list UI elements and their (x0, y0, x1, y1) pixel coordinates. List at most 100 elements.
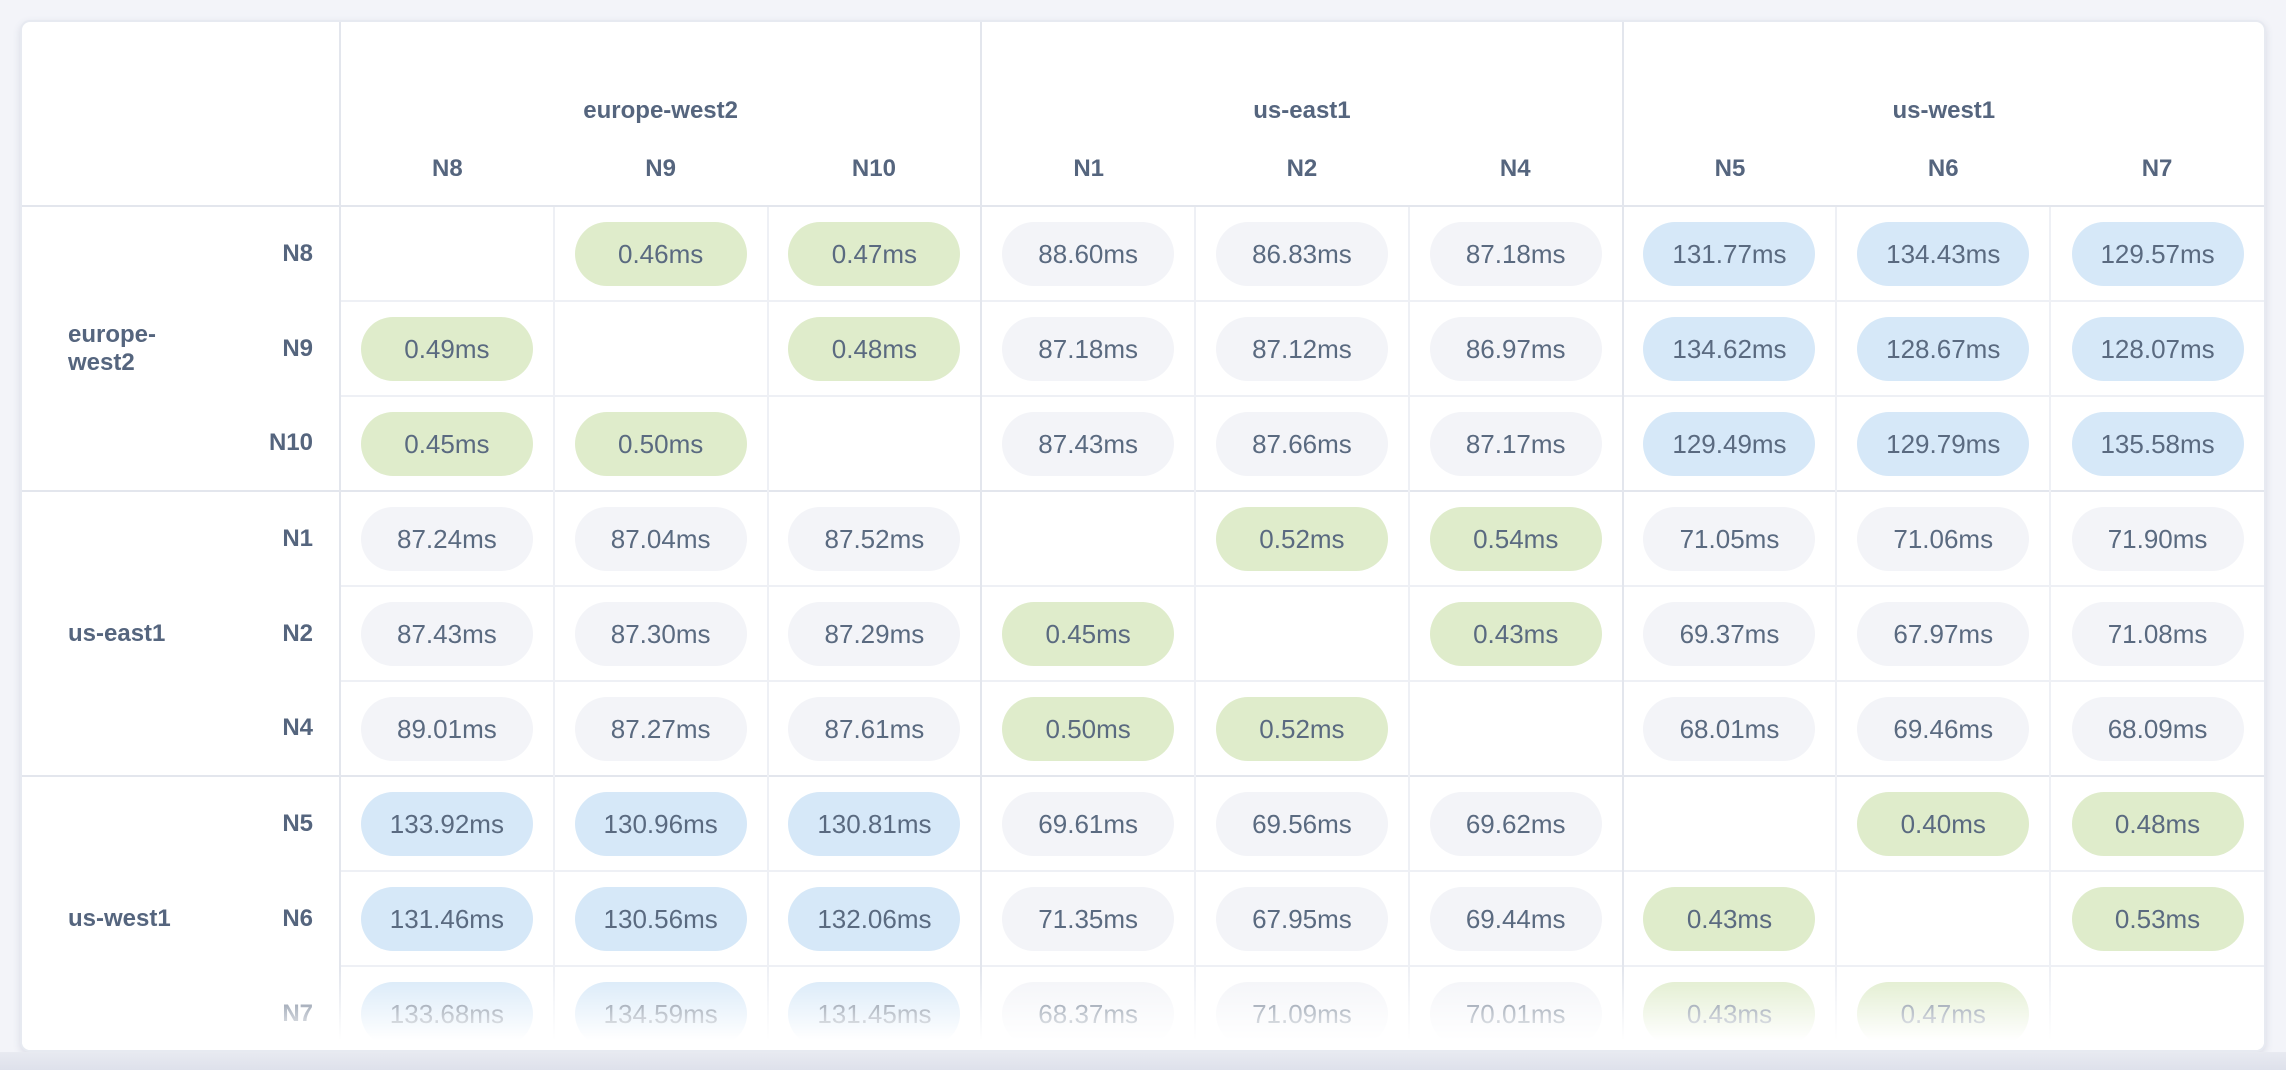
latency-pill: 89.01ms (360, 696, 533, 761)
latency-cell-N7-N8: 133.68ms (340, 965, 555, 1050)
latency-cell-N10-N5: 129.49ms (1622, 395, 1838, 491)
latency-pill: 87.52ms (788, 506, 961, 571)
latency-cell-N2-N7: 71.08ms (2050, 585, 2264, 681)
latency-pill: 87.61ms (788, 696, 961, 761)
latency-pill: 131.46ms (360, 886, 533, 951)
row-group-label-us-east1: us-east1 (22, 490, 220, 776)
latency-pill: 71.05ms (1643, 506, 1816, 571)
row-header-N6: N6 (220, 871, 341, 966)
latency-cell-N4-N10: 87.61ms (767, 680, 983, 776)
latency-pill: 129.79ms (1857, 411, 2030, 476)
latency-cell-N4-N6: 69.46ms (1836, 680, 2052, 776)
latency-cell-N10-N8: 0.45ms (340, 395, 555, 491)
latency-cell-N6-N4: 69.44ms (1408, 870, 1624, 966)
latency-pill: 131.77ms (1643, 221, 1816, 286)
latency-cell-N7-N10: 131.45ms (767, 965, 983, 1050)
latency-cell-N4-N8: 89.01ms (340, 680, 555, 776)
latency-cell-N6-N5: 0.43ms (1622, 870, 1838, 966)
latency-pill: 69.61ms (1002, 791, 1175, 856)
latency-cell-N5-N9: 130.96ms (553, 775, 769, 871)
latency-pill: 131.45ms (788, 982, 961, 1046)
latency-pill: 87.29ms (788, 601, 961, 666)
latency-cell-N9-N8: 0.49ms (340, 300, 555, 396)
table-row: N7 133.68ms 134.59ms 131.45ms 68.37ms 71.09ms… (22, 965, 2264, 1050)
table-row: N2 87.43ms 87.30ms 87.29ms 0.45ms 0.43ms 69.37… (22, 585, 2264, 681)
latency-pill: 0.54ms (1429, 506, 1602, 571)
column-header-N9: N9 (553, 133, 768, 207)
latency-pill: 0.46ms (574, 221, 747, 286)
latency-pill: 0.43ms (1429, 601, 1602, 666)
latency-cell-N4-N1: 0.50ms (981, 680, 1197, 776)
latency-cell-N8-N7: 129.57ms (2050, 206, 2264, 301)
latency-pill: 86.83ms (1215, 221, 1388, 286)
latency-pill: 0.45ms (1002, 601, 1175, 666)
latency-pill: 88.60ms (1002, 221, 1175, 286)
row-group-label-us-west1: us-west1 (22, 775, 220, 1050)
latency-cell-N9-N4: 86.97ms (1408, 300, 1624, 396)
latency-pill: 134.43ms (1857, 221, 2030, 286)
latency-pill: 133.92ms (360, 791, 533, 856)
column-header-N6: N6 (1836, 133, 2051, 207)
row-header-N2: N2 (220, 586, 341, 681)
table-row: us-west1 N5 133.92ms 130.96ms 130.81ms 69.61m… (22, 775, 2264, 1050)
column-header-N1: N1 (981, 133, 1196, 207)
latency-cell-N9-N9 (553, 300, 769, 396)
column-header-N7: N7 (2050, 133, 2264, 207)
row-header-N9: N9 (220, 301, 341, 396)
latency-pill: 87.04ms (574, 506, 747, 571)
latency-pill: 71.90ms (2071, 506, 2244, 571)
latency-pill: 68.37ms (1002, 982, 1175, 1046)
latency-cell-N10-N1: 87.43ms (981, 395, 1197, 491)
latency-pill: 134.59ms (574, 982, 747, 1046)
latency-pill: 68.01ms (1643, 696, 1816, 761)
latency-pill: 0.45ms (360, 411, 533, 476)
latency-cell-N2-N4: 0.43ms (1408, 585, 1624, 681)
latency-cell-N5-N5 (1622, 775, 1838, 871)
row-header-N4: N4 (220, 681, 341, 776)
column-group-us-west1: us-west1 (1892, 97, 1996, 124)
latency-cell-N7-N6: 0.47ms (1836, 965, 2052, 1050)
table-row: N4 89.01ms 87.27ms 87.61ms 0.50ms 0.52ms 68.01… (22, 680, 2264, 776)
latency-cell-N4-N2: 0.52ms (1195, 680, 1410, 776)
latency-pill: 87.24ms (360, 506, 533, 571)
latency-pill: 0.50ms (574, 411, 747, 476)
latency-pill: 87.18ms (1429, 221, 1602, 286)
row-header-N10: N10 (220, 396, 341, 491)
latency-pill: 87.43ms (360, 601, 533, 666)
latency-pill: 71.09ms (1215, 982, 1388, 1046)
table-row: us-east1 N1 87.24ms 87.04ms 87.52ms 0.52ms 0.5… (22, 490, 2264, 776)
latency-pill: 87.12ms (1215, 316, 1388, 381)
latency-cell-N5-N7: 0.48ms (2050, 775, 2264, 871)
latency-cell-N4-N4 (1408, 680, 1624, 776)
latency-cell-N10-N6: 129.79ms (1836, 395, 2052, 491)
latency-pill: 130.81ms (788, 791, 961, 856)
row-group-label-europe-west2: europe-west2 (68, 320, 157, 376)
latency-cell-N9-N10: 0.48ms (767, 300, 983, 396)
latency-cell-N4-N7: 68.09ms (2050, 680, 2264, 776)
latency-pill: 0.49ms (360, 316, 533, 381)
latency-cell-N2-N2 (1195, 585, 1410, 681)
latency-pill: 130.56ms (574, 886, 747, 951)
latency-cell-N8-N6: 134.43ms (1836, 206, 2052, 301)
latency-pill: 0.52ms (1215, 696, 1388, 761)
latency-pill: 133.68ms (360, 982, 533, 1046)
latency-pill: 0.47ms (1857, 982, 2030, 1046)
latency-pill: 0.40ms (1857, 791, 2030, 856)
latency-cell-N5-N1: 69.61ms (981, 775, 1197, 871)
latency-pill: 67.95ms (1215, 886, 1388, 951)
latency-cell-N6-N1: 71.35ms (981, 870, 1197, 966)
latency-cell-N1-N6: 71.06ms (1836, 490, 2052, 586)
latency-pill: 0.43ms (1643, 886, 1816, 951)
latency-pill: 128.07ms (2071, 316, 2244, 381)
latency-pill: 129.57ms (2071, 221, 2244, 286)
latency-cell-N2-N1: 0.45ms (981, 585, 1197, 681)
column-header-N2: N2 (1195, 133, 1409, 207)
latency-pill: 70.01ms (1429, 982, 1602, 1046)
latency-cell-N9-N5: 134.62ms (1622, 300, 1838, 396)
latency-cell-N6-N7: 0.53ms (2050, 870, 2264, 966)
latency-cell-N6-N10: 132.06ms (767, 870, 983, 966)
latency-matrix-card[interactable]: europe-west2 us-east1 us-west1 N8 N9 N10 N1 N2 N… (20, 20, 2266, 1052)
latency-matrix-table: europe-west2 us-east1 us-west1 N8 N9 N10 N1 N2 N… (22, 22, 2264, 1050)
latency-cell-N2-N6: 67.97ms (1836, 585, 2052, 681)
